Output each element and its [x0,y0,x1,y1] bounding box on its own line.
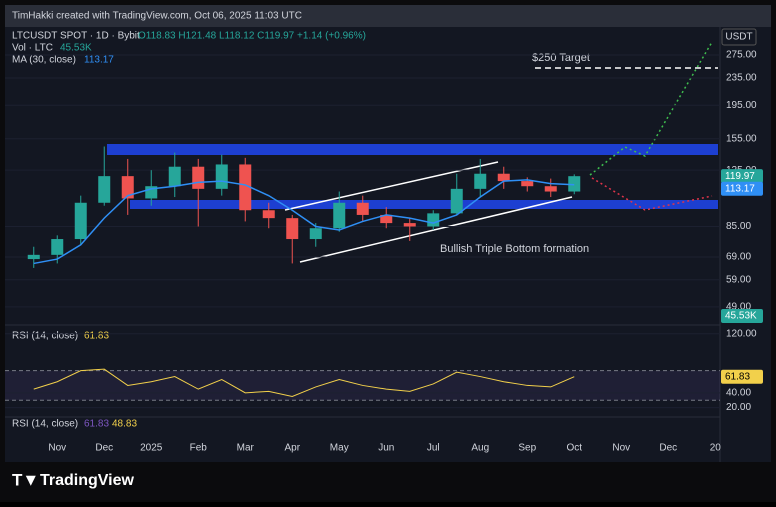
candle-body [239,164,252,211]
last-price: 119.97 [725,171,755,182]
rsi-legend-value: 61.83 [84,331,109,342]
x-tick-label: Nov [612,443,630,454]
ohlc: O118.83 H121.48 L118.12 C119.97 +1.14 (+… [138,31,366,42]
candle-body [309,228,322,240]
resistance-zone [107,144,718,155]
y-tick-label: 49.00 [726,302,751,313]
x-tick-label: Feb [190,443,208,454]
y-tick-label: 275.00 [726,50,757,61]
bear-projection [591,177,713,211]
rsi-value-tag [721,369,763,384]
symbol: LTCUSDT SPOT · 1D · Bybit [12,31,140,42]
x-tick-label: Dec [95,443,113,454]
x-tick-label: Jun [378,443,394,454]
volume-label: Vol · LTC [12,43,53,54]
x-tick-label: Dec [659,443,677,454]
x-tick-label: Oct [566,443,582,454]
candle-body [51,239,64,255]
rsi-legend: RSI (14, close) [12,331,78,342]
x-tick-label: 20 [710,443,722,454]
y-tick-label: 69.00 [726,252,751,263]
y-tick-label: 85.00 [726,221,751,232]
candle-body [380,214,393,224]
candle-body [98,176,111,203]
candle-body [450,188,463,214]
x-tick-label: Apr [284,443,300,454]
candle-body [544,186,557,192]
channel-bottom [299,196,573,263]
y-tick-label: 20.00 [726,402,751,413]
currency[interactable]: USDT [725,32,752,43]
candle-body [333,202,346,229]
currency-box[interactable] [721,28,757,46]
candle-body [121,176,134,199]
candle-body [262,210,275,219]
last-price-tag [721,169,763,184]
rsi-legend-2-value: 61.83 [84,419,109,430]
x-tick-label: Nov [48,443,66,454]
candle-body [356,202,369,215]
candle-body [403,223,416,227]
drawings [107,41,718,263]
y-tick-label: 195.00 [726,100,757,111]
candle-body [27,254,40,260]
candle-body [474,173,487,189]
candle-body [168,166,181,187]
volume: 45.53K [725,311,757,322]
brand: TradingView [40,472,135,489]
candle-body [74,202,87,240]
support-zone [130,200,718,209]
ma-price: 113.17 [725,183,755,194]
bull-projection [589,41,713,176]
x-tick-label: Aug [471,443,489,454]
brand-logo: T▼ [12,470,39,489]
x-tick-label: Sep [518,443,536,454]
candle-body [286,218,299,240]
volume-tag [721,309,763,323]
ma-price-tag [721,181,763,196]
candle-body [427,213,440,227]
x-tick-label: May [330,443,349,454]
rsi-value: 61.83 [725,371,750,382]
annotation: $250 Target [532,52,590,64]
y-tick-label: 120.00 [726,328,757,339]
x-tick-label: Mar [237,443,255,454]
credit: TimHakki created with TradingView.com, O… [12,11,302,22]
rsi-legend-2: RSI (14, close) [12,419,78,430]
candle-body [192,166,205,189]
line-series [33,179,575,265]
y-tick-label: 59.00 [726,274,751,285]
candle-body [521,181,534,187]
x-tick-label: Jul [427,443,440,454]
annotation: Bullish Triple Bottom formation [440,243,589,255]
candle-body [215,164,228,189]
candle-body [568,176,581,192]
y-tick-label: 235.00 [726,73,757,84]
ma-legend-value: 113.17 [84,55,114,66]
ma-legend: MA (30, close) [12,55,76,66]
line-series [33,368,575,398]
volume-value: 45.53K [60,43,92,54]
x-tick-label: 2025 [140,443,163,454]
candle-body [497,173,510,182]
y-tick-label: 40.00 [726,387,751,398]
y-tick-label: 155.00 [726,133,757,144]
rsi-legend-2-value: 48.83 [112,419,137,430]
header-bar [5,5,771,27]
